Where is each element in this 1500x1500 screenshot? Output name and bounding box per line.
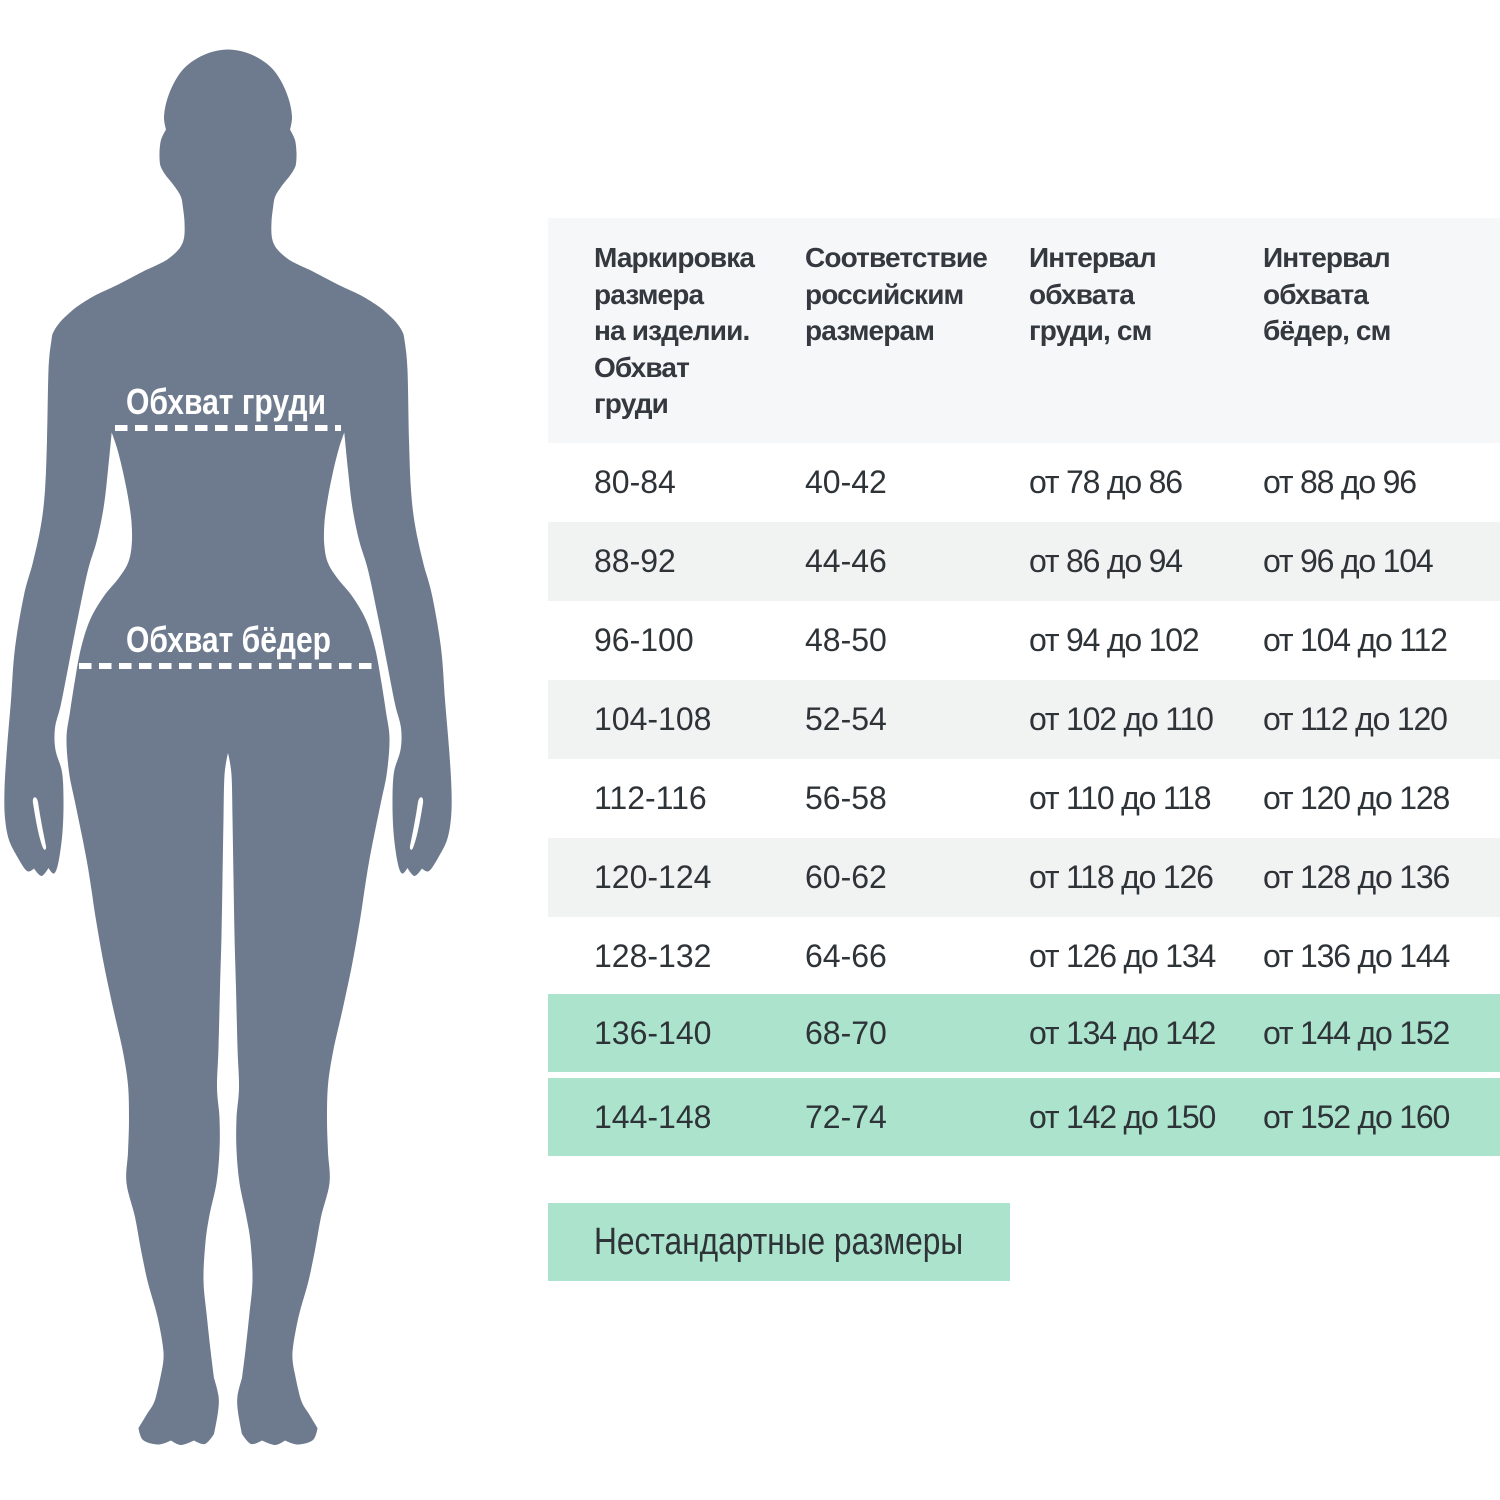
svg-text:Обхват груди: Обхват груди (126, 381, 326, 422)
svg-text:Обхват бёдер: Обхват бёдер (126, 619, 331, 660)
